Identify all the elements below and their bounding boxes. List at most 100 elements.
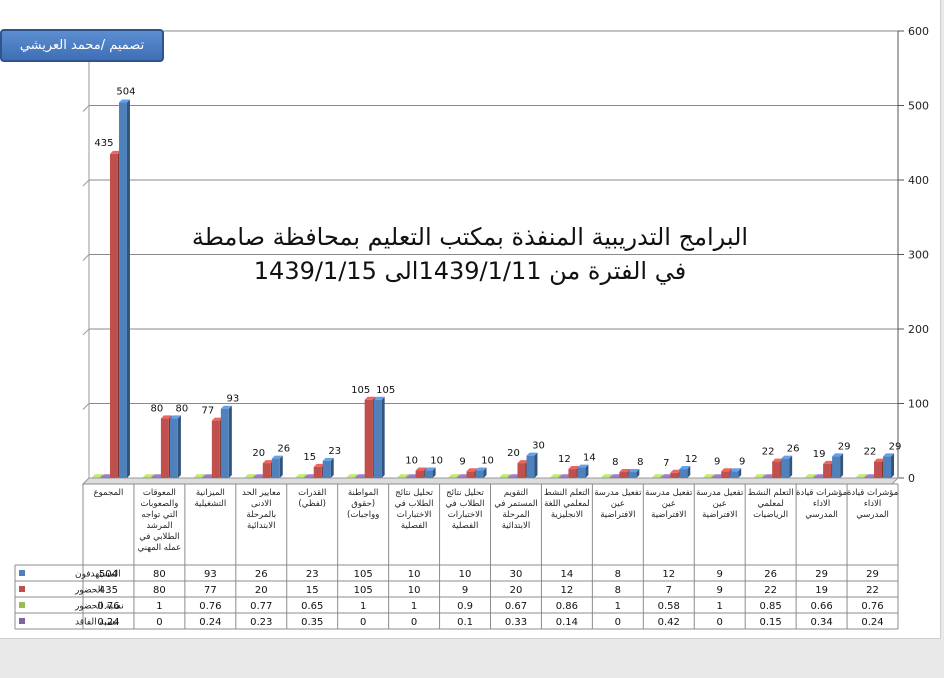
bar <box>475 470 484 478</box>
bar <box>448 477 457 478</box>
table-cell: 26 <box>255 569 268 580</box>
data-label: 80 <box>151 403 164 414</box>
category-label: التقويم المستمر في المرحلة الابتدائية <box>494 488 537 531</box>
bar <box>142 477 151 478</box>
bar-side <box>840 453 844 478</box>
category-label: مؤشرات قيادة الاداء المدرسي <box>847 488 898 520</box>
data-label: 80 <box>176 403 189 414</box>
bar <box>109 153 118 479</box>
bar-top <box>406 474 418 478</box>
table-cell: 22 <box>764 585 777 596</box>
bar-top <box>517 460 529 464</box>
bar <box>322 460 331 478</box>
y-tick-label: 200 <box>908 323 929 336</box>
bar-top <box>313 463 325 467</box>
data-label: 29 <box>889 441 902 452</box>
table-cell: 0 <box>717 617 723 628</box>
category-label: تحليل نتائج الطلاب في الاختبارات الفصلية <box>446 488 485 531</box>
bar <box>304 477 313 478</box>
bar-top <box>856 474 868 478</box>
table-cell: 0 <box>615 617 621 628</box>
table-cell: 15 <box>306 585 319 596</box>
bar-top <box>448 474 460 478</box>
bar-top <box>322 457 334 461</box>
bar-top <box>577 464 589 468</box>
bar-top <box>874 458 886 462</box>
bar-top <box>211 417 223 421</box>
table-cell: 0.33 <box>505 617 527 628</box>
data-label: 93 <box>226 394 239 405</box>
table-cell: 1 <box>360 601 366 612</box>
category-label: التعلم النشط لمعلمي الرياضيات <box>748 488 794 520</box>
bar-top <box>619 469 631 473</box>
bar <box>118 102 127 479</box>
table-cell: 10 <box>408 585 421 596</box>
bar-top <box>814 474 826 478</box>
bar-top <box>346 474 358 478</box>
data-label: 20 <box>507 448 520 459</box>
table-cell: 0.67 <box>505 601 527 612</box>
table-cell: 0.65 <box>301 601 323 612</box>
data-label: 23 <box>328 446 341 457</box>
bar-top <box>220 405 232 409</box>
data-label: 19 <box>813 449 826 460</box>
bar-side <box>432 467 436 478</box>
legend-swatch <box>19 602 25 608</box>
bar-top <box>679 466 691 470</box>
bar <box>772 461 781 478</box>
data-label: 504 <box>116 87 135 98</box>
data-label: 10 <box>481 456 494 467</box>
bar-top <box>193 474 205 478</box>
table-cell: 0.66 <box>810 601 832 612</box>
bar <box>244 477 253 478</box>
bar <box>160 418 169 478</box>
bar-top <box>151 474 163 478</box>
bar-top <box>610 474 622 478</box>
data-label: 30 <box>532 441 545 452</box>
bar <box>823 463 832 478</box>
bar <box>856 477 865 478</box>
category-label: القدرات (لفظي) <box>298 488 326 509</box>
bar-side <box>303 474 307 478</box>
bar <box>517 463 526 478</box>
table-cell: 8 <box>615 569 621 580</box>
bar <box>865 477 874 478</box>
data-label: 105 <box>351 385 370 396</box>
bar-top <box>364 396 376 400</box>
bar-top <box>730 468 742 472</box>
table-cell: 22 <box>866 585 879 596</box>
legend-swatch <box>19 570 25 576</box>
bar <box>466 471 475 478</box>
data-label: 14 <box>583 453 596 464</box>
table-cell: 29 <box>815 569 828 580</box>
designer-credit-text: تصميم /محمد العريشي <box>19 38 145 53</box>
data-label: 29 <box>838 441 851 452</box>
bar-top <box>466 468 478 472</box>
table-cell: 0 <box>411 617 417 628</box>
table-cell: 105 <box>354 569 373 580</box>
chart-frame <box>0 0 941 639</box>
table-cell: 20 <box>255 585 268 596</box>
bar <box>619 472 628 478</box>
bar <box>346 477 355 478</box>
category-label: معايير الحد الادنى بالمرحلة الابتدائية <box>242 488 280 531</box>
table-cell: 80 <box>153 585 166 596</box>
table-cell: 1 <box>411 601 417 612</box>
table-cell: 0.76 <box>861 601 883 612</box>
gridline-depth <box>82 403 90 410</box>
table-cell: 10 <box>408 569 421 580</box>
bar-top <box>781 455 793 459</box>
category-label: الميزانية التشغيلية <box>194 488 226 509</box>
y-tick-label: 400 <box>908 174 929 187</box>
data-label: 12 <box>558 454 571 465</box>
y-tick-label: 300 <box>908 249 929 262</box>
bar <box>730 471 739 478</box>
bar <box>151 477 160 478</box>
table-cell: 0.15 <box>760 617 782 628</box>
bar-side <box>711 474 715 478</box>
bar-top <box>415 467 427 471</box>
category-label: تفعيل مدرسة عين الافتراضية <box>594 488 642 520</box>
bar-side <box>483 467 487 478</box>
bar-top <box>712 474 724 478</box>
table-cell: 0.24 <box>861 617 883 628</box>
